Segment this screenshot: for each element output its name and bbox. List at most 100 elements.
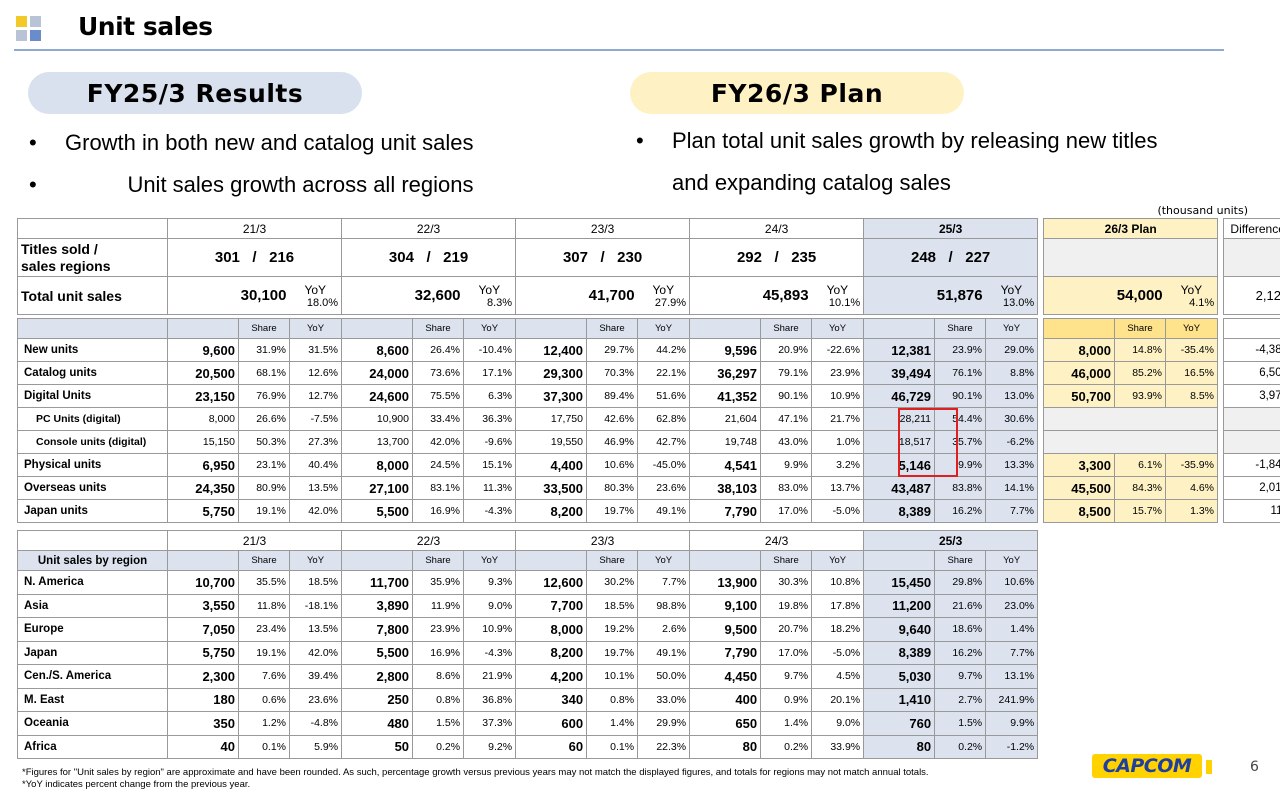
regions-count: 235 <box>791 249 817 266</box>
yoy-value: -5.0% <box>811 640 865 665</box>
yoy-value: 50.0% <box>637 664 691 689</box>
share-value: 8.6% <box>412 664 465 689</box>
yoy-value: 12.6% <box>289 361 342 385</box>
difference-value: -4,381 <box>1223 338 1280 362</box>
titles-cell: 292 / 235 <box>689 238 865 277</box>
unit-value: 7,790 <box>689 499 761 523</box>
yoy-value: 3.2% <box>811 453 864 477</box>
total-yoy: YoY 18.0% <box>289 276 343 315</box>
unit-value: 11,700 <box>341 570 414 595</box>
empty-cell <box>1043 238 1219 277</box>
yoy-value: 36.3% <box>463 407 516 431</box>
total-value: 32,600 <box>341 276 464 315</box>
spacer <box>1037 476 1044 500</box>
spacer <box>1217 318 1224 339</box>
table-row: Japan 5,750 19.1% 42.0% 5,500 16.9% -4.3% 8,200… <box>17 640 1039 665</box>
plan-total-value: 54,000 <box>1043 276 1166 315</box>
share-value: 11.8% <box>238 593 290 618</box>
unit-value: 13,700 <box>341 430 413 454</box>
unit-value: 3,890 <box>341 593 414 618</box>
yoy-value: 17.1% <box>463 361 516 385</box>
unit-value: 1,410 <box>863 687 936 712</box>
year-header: 25/3 <box>863 218 1039 239</box>
unit-value: 38,103 <box>689 476 761 500</box>
difference-value <box>1223 430 1280 454</box>
unit-value: 600 <box>515 711 588 736</box>
total-value: 41,700 <box>515 276 638 315</box>
yoy-value: 11.3% <box>463 476 516 500</box>
table-row: New units 9,600 31.9% 31.5% 8,600 26.4% -10.4%… <box>17 338 1280 362</box>
share-value: 76.9% <box>238 384 290 408</box>
difference-value: 3,971 <box>1223 384 1280 408</box>
unit-value: 180 <box>167 687 239 712</box>
plan-share: 14.8% <box>1114 338 1166 362</box>
yoy-value: 31.5% <box>289 338 342 362</box>
yoy-value: 23.9% <box>811 361 864 385</box>
yoy-header: YoY <box>463 550 517 571</box>
plan-yoy: -35.9% <box>1165 453 1218 477</box>
table-row: Total unit sales 30,100 YoY 18.0% 32,600 YoY 8… <box>17 276 1280 315</box>
unit-value: 8,389 <box>863 640 936 665</box>
unit-value: 4,400 <box>515 453 587 477</box>
unit-value: 5,750 <box>167 640 239 665</box>
value-header <box>341 318 413 339</box>
bullet-item: Plan total unit sales growth by releasin… <box>635 120 1157 162</box>
difference-value: -1,846 <box>1223 453 1280 477</box>
yoy-value: 23.6% <box>288 687 343 712</box>
yoy-value: 33.0% <box>637 687 691 712</box>
share-value: 16.2% <box>934 499 986 523</box>
unit-value: 12,600 <box>515 570 588 595</box>
yoy-header: YoY <box>811 550 865 571</box>
yoy-value: 17.8% <box>811 593 865 618</box>
yoy-label: YoY <box>1180 282 1203 297</box>
unit-value: 3,550 <box>167 593 239 618</box>
yoy-header: YoY <box>985 318 1038 339</box>
year-header: 22/3 <box>341 218 517 239</box>
logo-bar <box>1206 760 1212 774</box>
table-row: 21/3 22/3 23/3 24/3 25/3 26/3 Plan Difference <box>17 218 1280 239</box>
share-value: 0.1% <box>238 734 290 759</box>
share-value: 0.9% <box>760 687 813 712</box>
spacer <box>1217 476 1224 500</box>
share-value: 19.7% <box>586 640 639 665</box>
share-header: Share <box>586 318 638 339</box>
yoy-value: 98.8% <box>637 593 691 618</box>
unit-value: 19,550 <box>515 430 587 454</box>
empty-cell <box>1223 318 1280 339</box>
share-value: 83.8% <box>934 476 986 500</box>
share-value: 17.0% <box>760 640 813 665</box>
yoy-value: 37.3% <box>463 711 517 736</box>
yoy-value: 14.1% <box>985 476 1038 500</box>
spacer <box>1037 384 1044 408</box>
yoy-value: 49.1% <box>637 640 691 665</box>
spacer <box>1217 238 1224 277</box>
share-value: 83.1% <box>412 476 464 500</box>
row-label: Digital Units <box>17 384 168 408</box>
share-value: 54.4% <box>934 407 986 431</box>
year-header: 22/3 <box>341 530 517 551</box>
unit-value: 480 <box>341 711 414 736</box>
spacer <box>1037 430 1044 454</box>
yoy-value: 5.9% <box>288 734 343 759</box>
results-pill: FY25/3 Results <box>28 72 362 114</box>
plan-value: 50,700 <box>1043 384 1115 408</box>
plan-bullets: Plan total unit sales growth by releasin… <box>635 120 1157 204</box>
yoy-value: 27.3% <box>289 430 342 454</box>
share-value: 83.0% <box>760 476 812 500</box>
slash: / <box>774 249 779 266</box>
share-value: 0.2% <box>412 734 465 759</box>
share-value: 21.6% <box>934 593 987 618</box>
unit-value: 27,100 <box>341 476 413 500</box>
share-value: 10.6% <box>586 453 638 477</box>
yoy-value: 23.6% <box>637 476 690 500</box>
difference-value: 6,506 <box>1223 361 1280 385</box>
yoy-value: 7.7% <box>985 499 1038 523</box>
row-label: Japan units <box>17 499 168 523</box>
row-label: Console units (digital) <box>17 430 168 454</box>
yoy-value: -6.2% <box>985 430 1038 454</box>
yoy-value: 27.9% <box>654 296 687 309</box>
value-header <box>689 550 762 571</box>
plan-value: 8,500 <box>1043 499 1115 523</box>
titles-cell: 248 / 227 <box>863 238 1039 277</box>
year-header: 25/3 <box>863 530 1039 551</box>
